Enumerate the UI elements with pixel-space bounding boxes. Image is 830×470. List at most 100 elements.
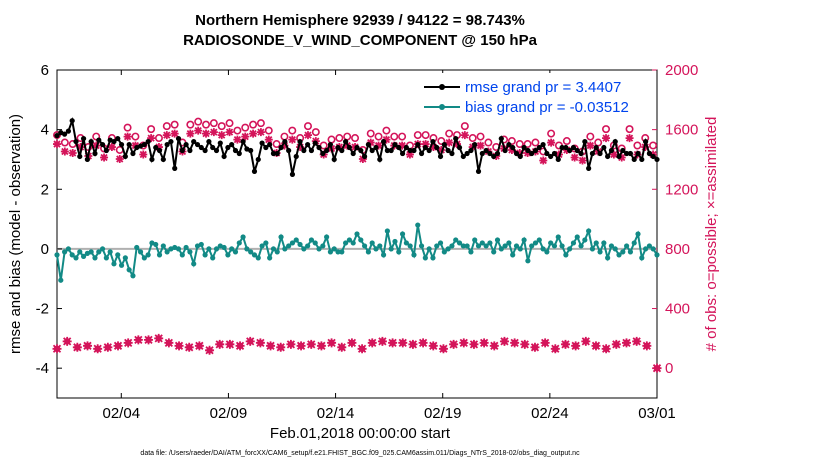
bias-series-point [305, 243, 311, 249]
bias-series-point [77, 249, 83, 255]
rmse-series-point [586, 165, 592, 171]
y-left-tick-label: 2 [41, 181, 49, 198]
obs-low-marker [642, 341, 652, 351]
bias-series-point [156, 252, 163, 258]
bias-series-point [118, 262, 125, 268]
obs-assimilated-marker [602, 134, 611, 143]
rmse-series-point [225, 144, 231, 151]
obs-possible-marker [484, 138, 493, 147]
obs-low-possible-marker [53, 345, 61, 352]
y-axis-right-label: # of obs: o=possible; ×=assimilated [703, 117, 720, 352]
rmse-series-point [217, 140, 223, 146]
obs-possible-marker [217, 122, 226, 131]
bias-series-point [491, 249, 497, 255]
rmse-series-point [513, 150, 520, 157]
rmse-series-point [616, 153, 622, 160]
rmse-series-point [73, 138, 79, 145]
obs-low-marker [103, 342, 113, 352]
obs-possible-marker [421, 131, 430, 140]
bias-series-point [555, 234, 561, 240]
obs-low-possible-marker [409, 341, 417, 348]
obs-possible-marker [366, 129, 375, 138]
obs-low-possible-marker [216, 341, 223, 348]
obs-low-marker [540, 338, 550, 348]
obs-possible-marker [507, 137, 516, 146]
bias-series-point [472, 237, 478, 243]
rmse-series-point [460, 153, 466, 160]
obs-low-marker [408, 339, 418, 349]
obs-low-marker [306, 339, 316, 349]
obs-low-marker [144, 335, 154, 345]
obs-possible-marker [154, 134, 163, 143]
bias-series-point [274, 249, 280, 255]
rmse-series-point [551, 150, 558, 157]
rmse-series-point [396, 144, 402, 151]
rmse-series-point [620, 147, 626, 154]
bias-series-point [403, 240, 409, 246]
bias-series-point [183, 244, 189, 251]
bias-series-point [418, 243, 425, 249]
bias-series-point [612, 246, 618, 252]
obs-assimilated-marker [256, 128, 265, 137]
rmse-series-point [358, 147, 364, 154]
x-tick-label: 02/24 [531, 405, 569, 422]
bias-series-point [240, 234, 246, 240]
obs-low-marker [428, 341, 438, 351]
obs-low-possible-marker [145, 336, 152, 344]
bias-series-point [73, 255, 79, 261]
bias-series-point [597, 249, 603, 255]
obs-possible-marker [288, 126, 297, 135]
rmse-series-point [99, 141, 106, 148]
rmse-series-point [92, 150, 98, 157]
bias-series-point [639, 255, 645, 261]
bias-series-point [369, 240, 375, 246]
bias-series-point [210, 255, 216, 261]
bias-series-point [267, 255, 273, 261]
obs-low-marker [520, 339, 530, 349]
bias-series-point [517, 246, 523, 252]
obs-low-marker [601, 344, 611, 354]
obs-low-marker [62, 336, 72, 346]
rmse-series-point [578, 150, 584, 157]
obs-possible-marker [602, 125, 611, 134]
rmse-series-point [331, 156, 337, 163]
chart-subtitle: RADIOSONDE_V_WIND_COMPONENT @ 150 hPa [183, 32, 537, 49]
rmse-series-point [115, 135, 121, 142]
bias-series-point [475, 243, 482, 249]
bias-series-point [289, 240, 296, 246]
obs-low-marker [327, 338, 337, 348]
obs-low-possible-marker [399, 339, 406, 347]
bias-series-point [175, 246, 182, 252]
rmse-series-point [168, 138, 174, 145]
obs-possible-marker [249, 120, 258, 129]
obs-low-possible-marker [440, 345, 447, 352]
rmse-series-point [335, 144, 341, 151]
obs-possible-marker [476, 132, 485, 141]
obs-low-marker [459, 338, 469, 348]
bias-series-point [422, 255, 428, 261]
obs-low-possible-marker [84, 342, 91, 350]
bias-series-point [589, 246, 596, 252]
obs-possible-marker [209, 119, 218, 128]
rmse-series-point [312, 140, 318, 146]
obs-low-possible-marker [572, 342, 579, 350]
bias-series-point [122, 255, 128, 261]
rmse-series-point [574, 147, 580, 154]
rmse-series-point [263, 144, 269, 151]
bias-series-point [126, 267, 132, 273]
bias-series-point [153, 241, 159, 248]
rmse-series-point [589, 150, 596, 157]
bias-series-point [521, 237, 527, 243]
obs-low-possible-marker [511, 339, 518, 347]
obs-low-possible-marker [114, 342, 122, 350]
obs-assimilated-marker [515, 149, 524, 158]
rmse-series-point [164, 141, 170, 148]
obs-possible-marker [123, 123, 132, 132]
bias-series-point [567, 246, 573, 252]
x-tick-label: 02/09 [210, 405, 248, 422]
rmse-series-point [346, 144, 353, 151]
bias-series-point [456, 240, 463, 246]
obs-low-marker [652, 363, 662, 373]
rmse-series-point [415, 141, 421, 148]
obs-possible-marker [225, 119, 234, 128]
